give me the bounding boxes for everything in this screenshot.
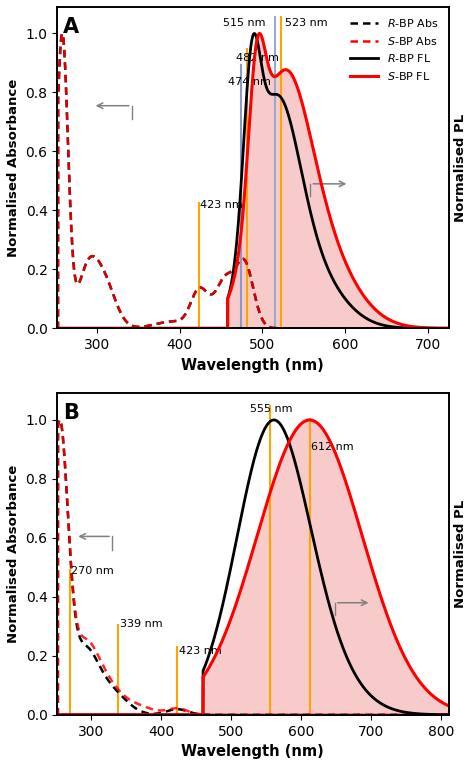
Text: 474 nm: 474 nm [228, 77, 271, 87]
X-axis label: Wavelength (nm): Wavelength (nm) [182, 744, 324, 759]
Y-axis label: Normalised PL: Normalised PL [454, 113, 467, 221]
Text: 482 nm: 482 nm [236, 53, 279, 63]
X-axis label: Wavelength (nm): Wavelength (nm) [182, 358, 324, 372]
Text: 423 nm: 423 nm [179, 646, 221, 656]
Text: 339 nm: 339 nm [119, 619, 162, 630]
Text: 523 nm: 523 nm [285, 18, 328, 28]
Y-axis label: Normalised PL: Normalised PL [454, 500, 467, 608]
Y-axis label: Normalised Absorbance: Normalised Absorbance [7, 465, 20, 643]
Legend: $R$-BP Abs, $S$-BP Abs, $R$-BP FL, $S$-BP FL: $R$-BP Abs, $S$-BP Abs, $R$-BP FL, $S$-B… [346, 12, 443, 86]
Text: 555 nm: 555 nm [250, 404, 292, 414]
Text: 270 nm: 270 nm [71, 566, 114, 576]
Text: 515 nm: 515 nm [223, 18, 266, 28]
Text: 612 nm: 612 nm [311, 443, 354, 453]
Text: 423 nm: 423 nm [200, 201, 242, 211]
Y-axis label: Normalised Absorbance: Normalised Absorbance [7, 78, 20, 257]
Text: A: A [63, 17, 79, 37]
Text: B: B [63, 403, 79, 423]
